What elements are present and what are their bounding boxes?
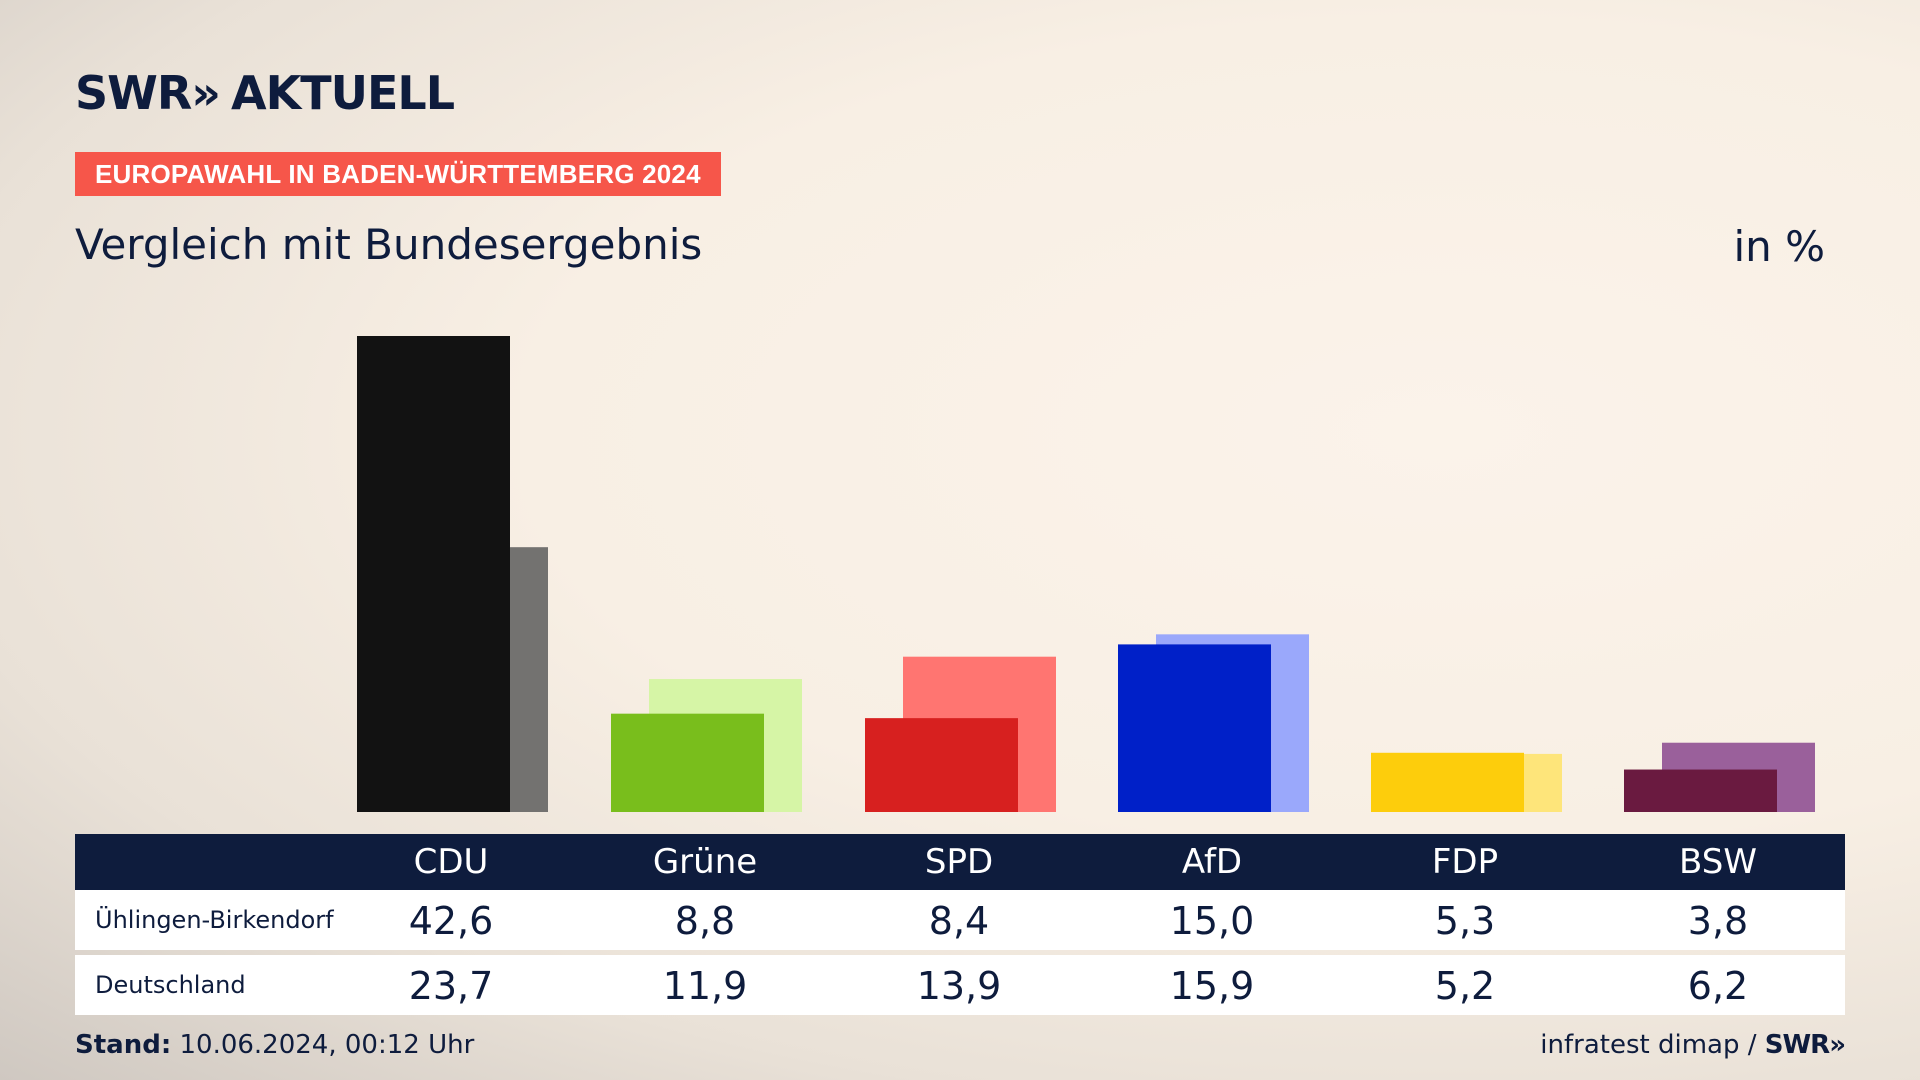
bar-uehlingen-birkendorf <box>1118 644 1271 812</box>
table-cell: 11,9 <box>662 964 748 1008</box>
logo-aktuell: AKTUELL <box>231 66 455 120</box>
table-cell: 15,0 <box>1169 899 1255 943</box>
table-body: Ühlingen-Birkendorf 42,6 8,8 8,4 15,0 5,3 3,8 D… <box>75 890 1845 1015</box>
table-cell: 6,2 <box>1687 964 1749 1008</box>
bar-uehlingen-birkendorf <box>865 718 1018 812</box>
table-cell: 3,8 <box>1687 899 1749 943</box>
bar-uehlingen-birkendorf <box>611 713 764 812</box>
unit-label: in % <box>1733 222 1825 271</box>
table-cell: 5,2 <box>1434 964 1496 1008</box>
source-credit: infratest dimap / SWR» <box>1540 1030 1846 1060</box>
table-row: Ühlingen-Birkendorf 42,6 8,8 8,4 15,0 5,3 3,8 <box>75 890 1845 950</box>
column-header: Grüne <box>652 842 758 882</box>
logo-swr: SWR <box>75 66 192 120</box>
bar-uehlingen-birkendorf <box>1371 752 1524 812</box>
table-cell: 5,3 <box>1434 899 1496 943</box>
table-cell: 15,9 <box>1169 964 1255 1008</box>
column-header: BSW <box>1679 842 1757 882</box>
column-header: FDP <box>1431 842 1499 882</box>
table-cell: 23,7 <box>408 964 494 1008</box>
table-cell: 13,9 <box>916 964 1002 1008</box>
table-cell: 42,6 <box>408 899 494 943</box>
table-row: Deutschland 23,7 11,9 13,9 15,9 5,2 6,2 <box>75 955 1845 1015</box>
results-table: CDU Grüne SPD AfD FDP BSW Ühlingen-Birkendorf… <box>75 834 1845 1015</box>
bar-uehlingen-birkendorf <box>1624 769 1777 812</box>
stand-value: 10.06.2024, 00:12 Uhr <box>179 1030 475 1060</box>
bar-chart <box>357 336 1815 812</box>
bar-uehlingen-birkendorf <box>357 336 510 812</box>
swr-small-logo: SWR» <box>1764 1030 1846 1060</box>
source-text: infratest dimap / <box>1540 1030 1757 1060</box>
row-label: Ühlingen-Birkendorf <box>95 906 334 934</box>
chart-title: Vergleich mit Bundesergebnis <box>75 220 703 269</box>
election-tag: EUROPAWAHL IN BADEN-WÜRTTEMBERG 2024 <box>75 152 721 196</box>
column-header: CDU <box>413 842 489 882</box>
table-cell: 8,8 <box>674 899 736 943</box>
column-header: SPD <box>924 842 994 882</box>
table-cell: 8,4 <box>928 899 990 943</box>
row-label: Deutschland <box>95 971 246 999</box>
timestamp: Stand: 10.06.2024, 00:12 Uhr <box>75 1030 474 1060</box>
stand-label: Stand: <box>75 1030 172 1060</box>
column-header: AfD <box>1181 842 1243 882</box>
table-header: CDU Grüne SPD AfD FDP BSW <box>75 834 1845 890</box>
swr-aktuell-logo: SWR» AKTUELL <box>75 66 455 120</box>
